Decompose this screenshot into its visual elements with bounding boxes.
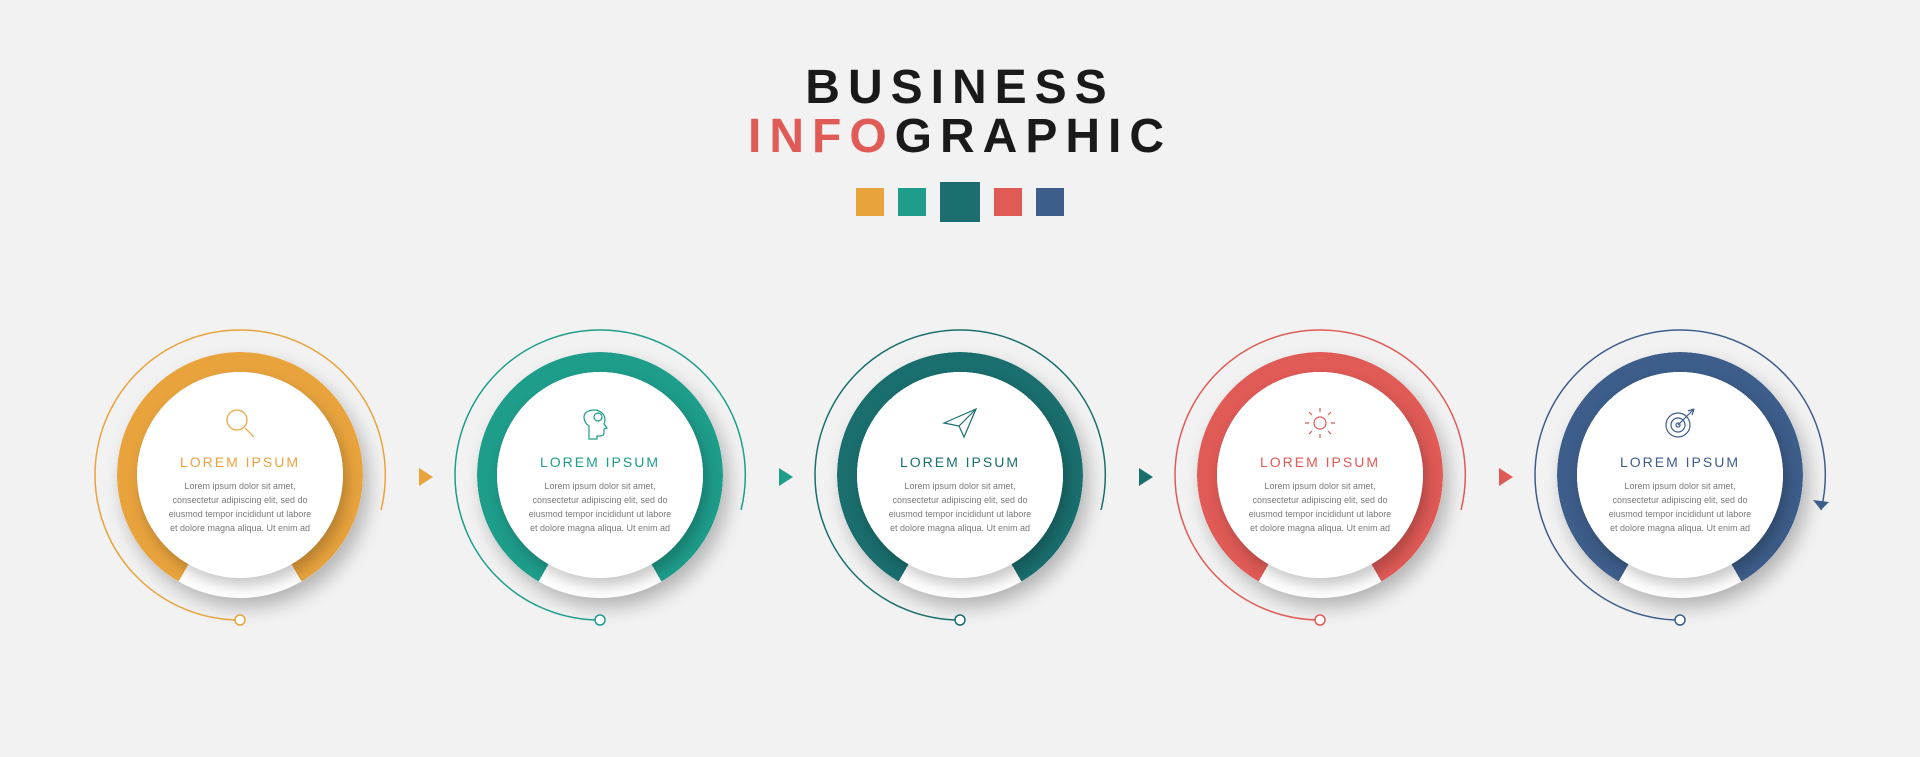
step-5-disc: LOREM IPSUM Lorem ipsum dolor sit amet, … <box>1577 372 1783 578</box>
connector-4 <box>1499 468 1513 486</box>
paper-plane-icon <box>940 400 980 446</box>
title-line-1: BUSINESS <box>0 60 1920 115</box>
connector-1 <box>419 468 433 486</box>
swatch-5 <box>1036 188 1064 216</box>
title-accent: INFO <box>748 110 895 163</box>
step-5-label: LOREM IPSUM <box>1620 454 1740 470</box>
target-arrow-icon <box>1660 400 1700 446</box>
step-1-label: LOREM IPSUM <box>180 454 300 470</box>
step-2-disc: LOREM IPSUM Lorem ipsum dolor sit amet, … <box>497 372 703 578</box>
step-5-body: Lorem ipsum dolor sit amet, consectetur … <box>1601 480 1759 536</box>
step-4-body: Lorem ipsum dolor sit amet, consectetur … <box>1241 480 1399 536</box>
step-1: LOREM IPSUM Lorem ipsum dolor sit amet, … <box>95 330 385 620</box>
step-3-body: Lorem ipsum dolor sit amet, consectetur … <box>881 480 1039 536</box>
step-3-disc: LOREM IPSUM Lorem ipsum dolor sit amet, … <box>857 372 1063 578</box>
swatch-2 <box>898 188 926 216</box>
connector-2 <box>779 468 793 486</box>
color-swatches <box>0 182 1920 222</box>
swatch-1 <box>856 188 884 216</box>
brain-head-icon <box>581 400 619 446</box>
step-2-label: LOREM IPSUM <box>540 454 660 470</box>
swatch-4 <box>994 188 1022 216</box>
step-1-body: Lorem ipsum dolor sit amet, consectetur … <box>161 480 319 536</box>
magnifier-icon <box>221 400 259 446</box>
swatch-3 <box>940 182 980 222</box>
connector-3 <box>1139 468 1153 486</box>
title-suffix: GRAPHIC <box>895 110 1172 163</box>
step-4: LOREM IPSUM Lorem ipsum dolor sit amet, … <box>1175 330 1465 620</box>
header-block: BUSINESS INFOGRAPHIC <box>0 0 1920 222</box>
title-line-2: INFOGRAPHIC <box>0 109 1920 164</box>
step-4-label: LOREM IPSUM <box>1260 454 1380 470</box>
step-2: LOREM IPSUM Lorem ipsum dolor sit amet, … <box>455 330 745 620</box>
steps-row: LOREM IPSUM Lorem ipsum dolor sit amet, … <box>0 330 1920 620</box>
step-1-disc: LOREM IPSUM Lorem ipsum dolor sit amet, … <box>137 372 343 578</box>
step-3-label: LOREM IPSUM <box>900 454 1020 470</box>
gear-icon <box>1301 400 1339 446</box>
step-3: LOREM IPSUM Lorem ipsum dolor sit amet, … <box>815 330 1105 620</box>
step-2-body: Lorem ipsum dolor sit amet, consectetur … <box>521 480 679 536</box>
step-5: LOREM IPSUM Lorem ipsum dolor sit amet, … <box>1535 330 1825 620</box>
step-4-disc: LOREM IPSUM Lorem ipsum dolor sit amet, … <box>1217 372 1423 578</box>
